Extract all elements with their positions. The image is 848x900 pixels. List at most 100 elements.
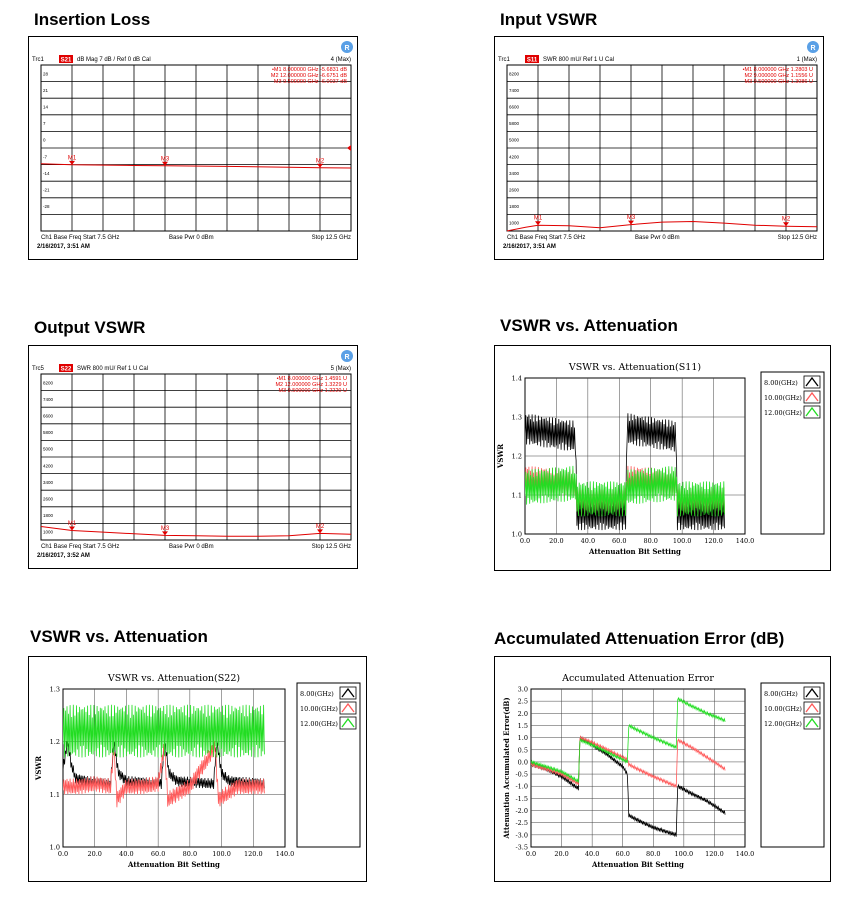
trace-settings: dB Mag 7 dB / Ref 0 dB Cal [77, 57, 151, 63]
x-tick-label: 120.0 [705, 850, 724, 858]
series-line [63, 704, 265, 758]
legend-swatch-glyph [805, 376, 819, 387]
parameter-badge: S11 [527, 58, 538, 64]
timestamp: 2/16/2017, 3:51 AM [503, 244, 556, 250]
marker-label: M1 [534, 216, 543, 222]
base-power: Base Pwr 0 dBm [169, 235, 214, 241]
trace-line [40, 163, 352, 169]
y-axis-label: VSWR [496, 444, 505, 469]
series-line [531, 735, 726, 788]
x-tick-label: 60.0 [151, 850, 165, 858]
legend-label: 8.00(GHz) [300, 690, 334, 698]
legend-box [760, 682, 825, 848]
x-tick-label: 60.0 [615, 850, 629, 858]
plot-frame [530, 688, 746, 848]
x-tick-label: 0.0 [58, 850, 68, 858]
marker-label: M2 [316, 158, 325, 164]
legend-label: 10.00(GHz) [764, 394, 802, 402]
y-tick-label: 1.2 [512, 453, 522, 461]
trace-settings: SWR 800 mU/ Ref 1 U Cal [77, 366, 148, 372]
series-line [531, 736, 726, 838]
x-tick-label: 80.0 [183, 850, 197, 858]
timestamp: 2/16/2017, 3:51 AM [37, 244, 90, 250]
y-tick-label: 1.5 [518, 722, 528, 730]
stop-frequency: Stop 12.5 GHz [312, 235, 351, 241]
legend-swatch-box [803, 701, 821, 715]
y-tick-label: 1000 [509, 221, 520, 226]
y-tick-label: -0.5 [515, 771, 528, 779]
scale-label: 5 (Max) [331, 366, 351, 372]
x-tick-label: 100.0 [212, 850, 231, 858]
output-vswr-chart: R Trc5 S22 SWR 800 mU/ Ref 1 U Cal 5 (Max) 82… [32, 350, 353, 559]
title-vswr-attenuation-s11: VSWR vs. Attenuation [500, 316, 678, 335]
y-tick-label: 7 [43, 121, 46, 126]
y-tick-label: -21 [43, 188, 50, 193]
y-tick-label: 6600 [509, 105, 520, 110]
legend-label: 8.00(GHz) [764, 379, 798, 387]
y-tick-label: 4200 [509, 154, 520, 159]
parameter-badge: S22 [61, 367, 72, 373]
legend-swatch-glyph [805, 406, 819, 417]
timestamp: 2/16/2017, 3:52 AM [37, 553, 90, 559]
legend-swatch-glyph [341, 687, 355, 698]
y-tick-label: 0.0 [518, 758, 528, 766]
start-frequency: Ch1 Base Freq Start 7.5 GHz [41, 235, 119, 241]
y-tick-label: 0 [43, 138, 46, 143]
y-tick-label: -14 [43, 171, 50, 176]
y-tick-label: 1.4 [512, 375, 522, 383]
x-tick-label: 140.0 [736, 537, 755, 545]
y-tick-label: 8200 [509, 71, 520, 76]
legend-label: 10.00(GHz) [764, 705, 802, 713]
y-tick-label: -2.5 [515, 819, 528, 827]
x-tick-label: 40.0 [119, 850, 133, 858]
plot-frame [62, 688, 286, 848]
parameter-badge: S21 [61, 58, 72, 64]
marker-triangle [317, 529, 323, 534]
y-tick-label: 4200 [43, 463, 54, 468]
x-tick-label: 40.0 [585, 850, 599, 858]
marker-triangle [162, 531, 168, 536]
marker-readout: M3 9.500000 GHz 1.2220 U [279, 388, 348, 394]
legend-box [760, 371, 825, 535]
vna-panel-output-vswr: R Trc5 S22 SWR 800 mU/ Ref 1 U Cal 5 (Max) 82… [28, 345, 358, 569]
y-tick-label: 2.0 [518, 710, 528, 718]
plot-panel-vswr-s22: VSWR vs. Attenuation(S22) 0.0 20.0 40.0 60.0… [28, 656, 367, 882]
series-line [63, 740, 265, 808]
marker-triangle [783, 222, 789, 227]
y-tick-label: 6600 [43, 414, 54, 419]
series-line [525, 465, 725, 517]
y-tick-label: -1.5 [515, 795, 528, 803]
x-tick-label: 120.0 [244, 850, 263, 858]
marker-label: M3 [161, 526, 170, 532]
chart-title: VSWR vs. Attenuation(S11) [568, 362, 701, 373]
y-tick-label: 1000 [43, 530, 54, 535]
parameter-badge-bg [59, 55, 73, 63]
marker-triangle [69, 160, 75, 165]
legend-label: 12.00(GHz) [764, 409, 802, 417]
y-tick-label: 7400 [509, 88, 520, 93]
x-tick-label: 20.0 [549, 537, 563, 545]
base-power: Base Pwr 0 dBm [635, 235, 680, 241]
x-tick-label: 80.0 [646, 850, 660, 858]
title-input-vswr: Input VSWR [500, 10, 598, 29]
vna-panel-insertion-loss: R Trc1 S21 dB Mag 7 dB / Ref 0 dB Cal 4 (Max… [28, 36, 358, 260]
legend-swatch-box [803, 390, 821, 404]
y-tick-label: 1.0 [50, 844, 60, 852]
parameter-badge-bg [525, 55, 539, 63]
legend-swatch-box [803, 375, 821, 389]
x-tick-label: 140.0 [736, 850, 755, 858]
x-tick-label: 60.0 [612, 537, 626, 545]
x-tick-label: 100.0 [673, 537, 692, 545]
x-tick-label: 120.0 [704, 537, 723, 545]
y-tick-label: 1.3 [512, 414, 522, 422]
marker-readout: M2 12.000000 GHz -6.6751 dB [271, 73, 347, 79]
y-tick-label: 5800 [43, 430, 54, 435]
marker-label: M3 [161, 156, 170, 162]
marker-triangle [535, 221, 541, 226]
legend-swatch-glyph [341, 717, 355, 728]
y-tick-label: 7400 [43, 397, 54, 402]
y-tick-label: 1.2 [50, 738, 60, 746]
marker-triangle [628, 220, 634, 225]
accumulated-error-chart: Accumulated Attenuation Error 0.0 20.0 40.0… [502, 673, 825, 869]
trace-label: Trc1 [498, 57, 510, 63]
